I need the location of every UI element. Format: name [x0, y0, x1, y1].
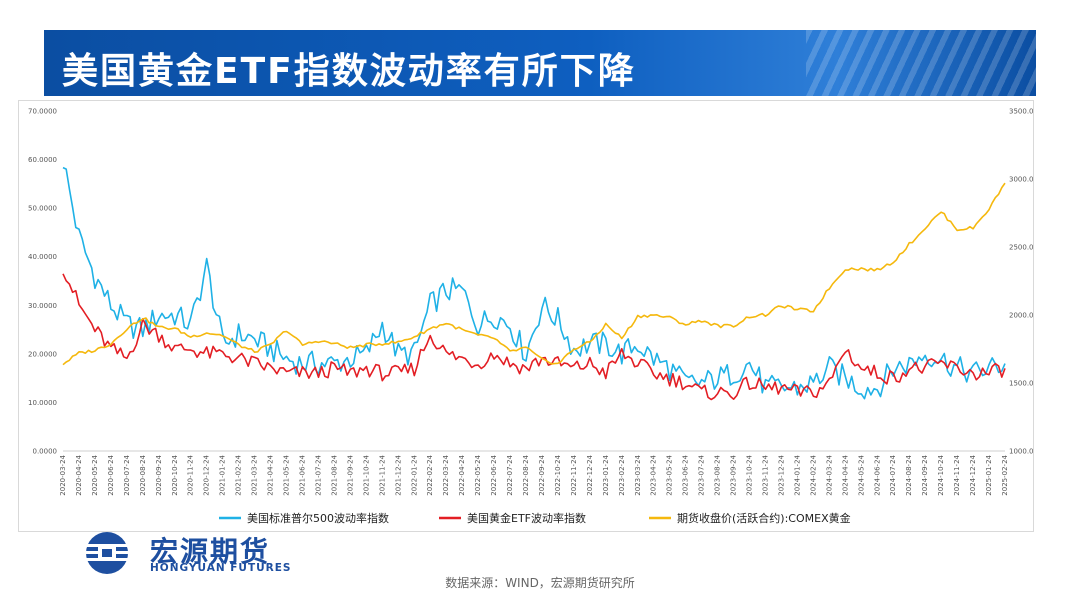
x-tick-label: 2022-12-24 — [586, 454, 594, 495]
x-tick-label: 2022-01-24 — [410, 454, 418, 495]
x-tick-label: 2023-10-24 — [746, 454, 754, 495]
right-tick-label: 2000.00.00 — [1009, 312, 1033, 320]
x-tick-label: 2021-11-24 — [378, 454, 386, 495]
series-line-2 — [62, 273, 1006, 401]
x-tick-label: 2024-01-24 — [793, 454, 801, 495]
x-tick-label: 2021-09-24 — [346, 454, 354, 495]
x-tick-label: 2021-04-24 — [267, 454, 275, 495]
x-tick-label: 2021-02-24 — [235, 454, 243, 495]
x-tick-label: 2024-08-24 — [905, 454, 913, 495]
right-tick-label: 3500.00.00 — [1009, 108, 1033, 116]
right-tick-label: 1500.00.00 — [1009, 380, 1033, 388]
x-tick-label: 2020-11-24 — [187, 454, 195, 495]
x-tick-label: 2023-04-24 — [650, 454, 658, 495]
x-tick-label: 2021-05-24 — [283, 454, 291, 495]
x-tick-label: 2024-06-24 — [873, 454, 881, 495]
axes-layer: 0.0000 10.0000 20.0000 30.0000 40.0000 50.000… — [28, 108, 1033, 496]
x-tick-label: 2023-11-24 — [762, 454, 770, 495]
x-tick-label: 2023-12-24 — [777, 454, 785, 495]
x-tick-label: 2023-06-24 — [682, 454, 690, 495]
x-tick-label: 2021-12-24 — [394, 454, 402, 495]
x-tick-label: 2022-08-24 — [522, 454, 530, 495]
legend-label: 美国标准普尔500波动率指数 — [247, 511, 389, 525]
legend-label: 期货收盘价(活跃合约):COMEX黄金 — [677, 511, 851, 525]
x-tick-label: 2022-05-24 — [474, 454, 482, 495]
logo-name-en: HONGYUAN FUTURES — [150, 562, 292, 574]
data-source-note: 数据来源：WIND，宏源期货研究所 — [445, 576, 635, 590]
x-tick-label: 2024-11-24 — [953, 454, 961, 495]
logo-mark-icon — [72, 532, 142, 574]
logo-name-cn: 宏源期货 — [150, 535, 271, 568]
x-tick-label: 2024-04-24 — [841, 454, 849, 495]
x-tick-label: 2022-04-24 — [458, 454, 466, 495]
x-tick-label: 2024-10-24 — [937, 454, 945, 495]
x-tick-label: 2021-08-24 — [330, 454, 338, 495]
x-tick-label: 2020-05-24 — [91, 454, 99, 495]
company-logo: 宏源期货 HONGYUAN FUTURES — [72, 530, 322, 576]
x-tick-label: 2023-05-24 — [666, 454, 674, 495]
x-tick-label: 2024-03-24 — [825, 454, 833, 495]
x-tick-label: 2022-03-24 — [442, 454, 450, 495]
x-tick-label: 2022-10-24 — [554, 454, 562, 495]
title-banner: 美国黄金ETF指数波动率有所下降 — [44, 30, 1036, 96]
series-line-3 — [62, 182, 1006, 366]
x-tick-label: 2021-07-24 — [314, 454, 322, 495]
left-tick-label: 30.0000 — [28, 302, 57, 310]
x-tick-label: 2023-09-24 — [730, 454, 738, 495]
series-layer — [62, 166, 1006, 401]
left-tick-label: 10.0000 — [28, 399, 57, 407]
chart-svg: 0.0000 10.0000 20.0000 30.0000 40.0000 50.000… — [28, 108, 1033, 526]
x-tick-label: 2021-10-24 — [362, 454, 370, 495]
x-tick-label: 2020-04-24 — [75, 454, 83, 495]
x-tick-label: 2020-10-24 — [171, 454, 179, 495]
x-tick-label: 2024-02-24 — [809, 454, 817, 495]
x-tick-label: 2020-03-24 — [59, 454, 67, 495]
x-tick-label: 2022-07-24 — [506, 454, 514, 495]
left-tick-label: 60.0000 — [28, 156, 57, 164]
x-tick-label: 2021-03-24 — [251, 454, 259, 495]
x-tick-label: 2020-06-24 — [107, 454, 115, 495]
x-tick-label: 2021-06-24 — [298, 454, 306, 495]
legend-layer: 美国标准普尔500波动率指数 美国黄金ETF波动率指数 期货收盘价(活跃合约):CO… — [219, 511, 851, 525]
x-tick-label: 2022-06-24 — [490, 454, 498, 495]
left-tick-label: 0.0000 — [33, 448, 58, 456]
x-tick-label: 2023-02-24 — [618, 454, 626, 495]
x-tick-label: 2022-09-24 — [538, 454, 546, 495]
x-tick-label: 2023-07-24 — [698, 454, 706, 495]
banner-stripes — [806, 30, 1036, 96]
x-tick-label: 2020-08-24 — [139, 454, 147, 495]
left-tick-label: 70.0000 — [28, 108, 57, 116]
x-tick-label: 2022-11-24 — [570, 454, 578, 495]
x-tick-label: 2024-12-24 — [969, 454, 977, 495]
x-tick-label: 2023-03-24 — [634, 454, 642, 495]
page-title: 美国黄金ETF指数波动率有所下降 — [62, 51, 636, 92]
x-tick-label: 2024-07-24 — [889, 454, 897, 495]
x-tick-label: 2024-05-24 — [857, 454, 865, 495]
x-tick-label: 2020-07-24 — [123, 454, 131, 495]
x-tick-label: 2021-01-24 — [219, 454, 227, 495]
x-tick-label: 2025-02-24 — [1001, 454, 1009, 495]
x-tick-label: 2022-02-24 — [426, 454, 434, 495]
series-line-1 — [62, 166, 1006, 400]
x-tick-label: 2024-09-24 — [921, 454, 929, 495]
left-tick-label: 40.0000 — [28, 253, 57, 261]
right-tick-label: 3000.00.00 — [1009, 176, 1033, 184]
x-tick-label: 2020-09-24 — [155, 454, 163, 495]
legend-label: 美国黄金ETF波动率指数 — [467, 511, 586, 525]
right-tick-label: 1000.00.00 — [1009, 448, 1033, 456]
chart-frame: 0.0000 10.0000 20.0000 30.0000 40.0000 50.000… — [18, 100, 1034, 532]
x-tick-label: 2020-12-24 — [203, 454, 211, 495]
x-tick-label: 2025-01-24 — [985, 454, 993, 495]
right-tick-label: 2500.00.00 — [1009, 244, 1033, 252]
x-tick-label: 2023-01-24 — [602, 454, 610, 495]
x-tick-label: 2023-08-24 — [714, 454, 722, 495]
left-tick-label: 50.0000 — [28, 205, 57, 213]
left-tick-label: 20.0000 — [28, 350, 57, 358]
